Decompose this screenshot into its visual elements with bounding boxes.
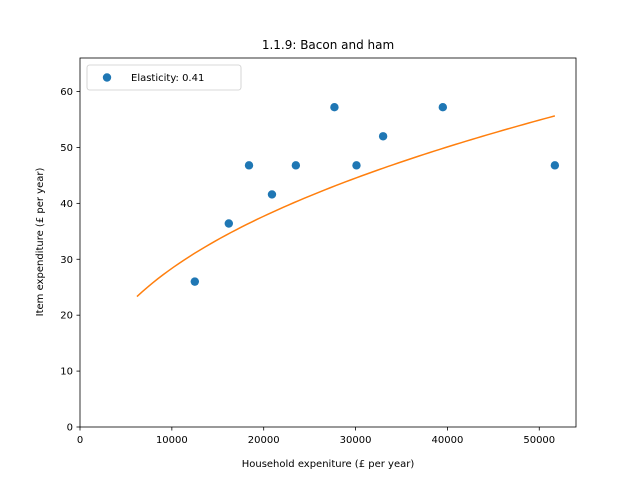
y-tick-label: 60	[60, 87, 73, 98]
data-point	[550, 161, 560, 170]
fit-line	[136, 115, 556, 298]
y-tick-label: 20	[60, 311, 73, 322]
data-point	[438, 103, 448, 112]
x-tick-label: 20000	[248, 435, 280, 446]
legend-box	[86, 64, 242, 91]
data-point	[267, 190, 277, 199]
x-tick-label: 30000	[340, 435, 372, 446]
y-tick-label: 0	[67, 423, 73, 434]
chart-title: 1.1.9: Bacon and ham	[262, 38, 394, 52]
data-point	[330, 103, 339, 112]
x-axis-label: Household expeniture (£ per year)	[242, 459, 415, 470]
data-point	[224, 219, 233, 228]
data-point	[291, 161, 301, 170]
y-axis-label: Item expenditure (£ per year)	[35, 168, 46, 317]
y-tick-label: 30	[60, 255, 73, 266]
plot-area: 0 10000 20000 30000 40000 50000 0 10 20 30 40 50 60 E…	[60, 57, 577, 446]
x-tick-label: 10000	[156, 435, 188, 446]
legend-marker	[102, 73, 112, 82]
legend-label: Elasticity: 0.41	[131, 73, 204, 84]
y-tick-label: 40	[60, 199, 73, 210]
plot-frame	[79, 57, 577, 428]
data-point	[378, 132, 388, 141]
y-tick-label: 10	[60, 367, 73, 378]
data-point	[190, 277, 200, 286]
y-tick-label: 50	[60, 143, 73, 154]
x-tick-label: 40000	[432, 435, 464, 446]
data-point	[244, 161, 254, 170]
x-tick-label: 50000	[523, 435, 555, 446]
data-point	[352, 161, 361, 170]
x-tick-label: 0	[77, 435, 83, 446]
